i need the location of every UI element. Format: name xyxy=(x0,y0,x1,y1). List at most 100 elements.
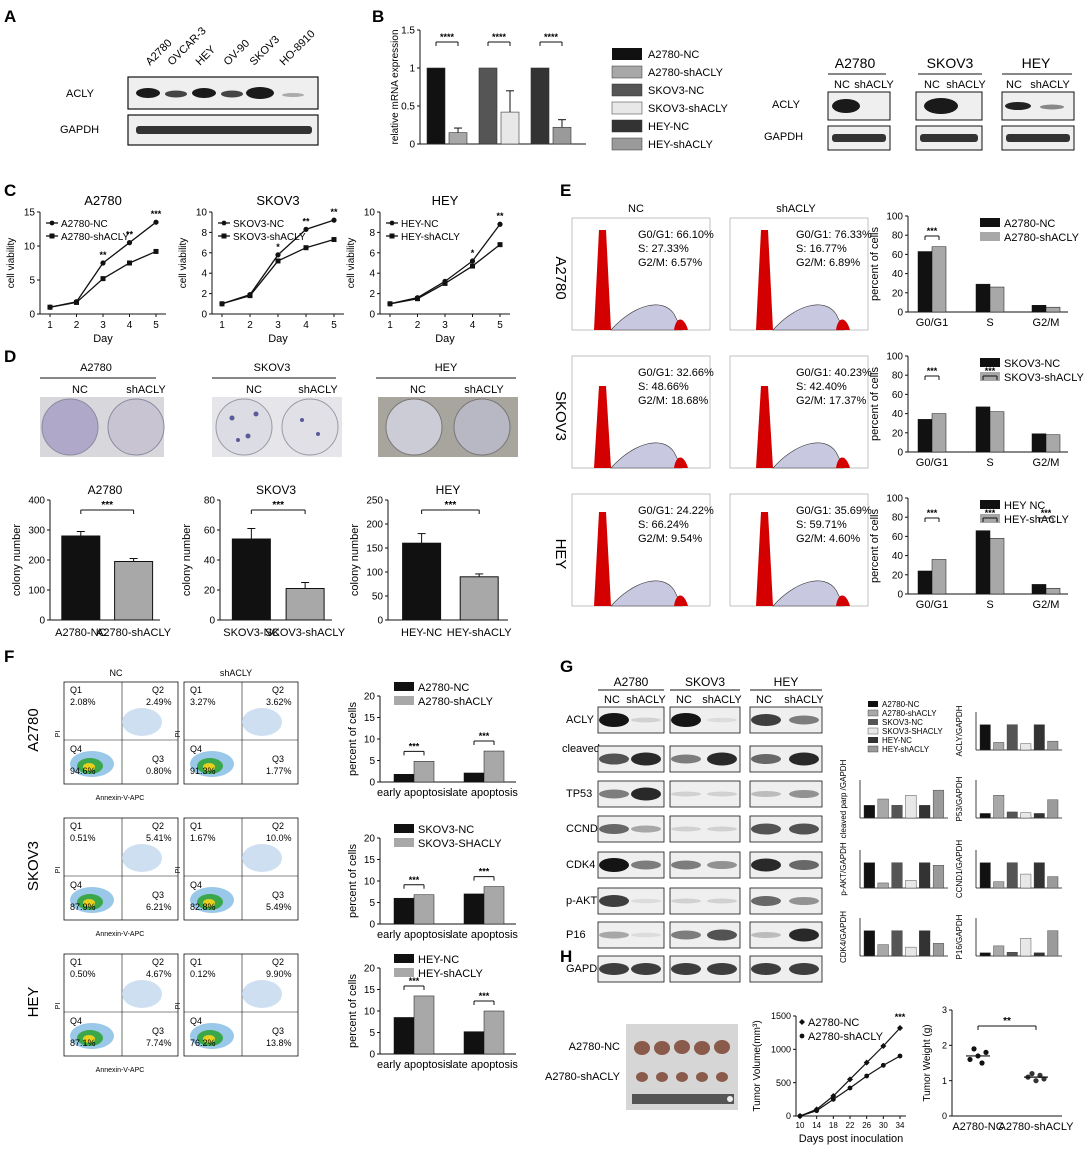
bar xyxy=(891,805,903,819)
bar xyxy=(1006,811,1018,819)
band xyxy=(789,928,819,942)
colony-plate xyxy=(385,398,443,456)
g2-peak xyxy=(674,595,688,606)
y-tick-label: 4 xyxy=(201,269,207,280)
y-tick-label: 0 xyxy=(942,1111,947,1121)
g1-peak xyxy=(756,512,773,606)
y-tick-label: 0 xyxy=(369,310,375,321)
data-point xyxy=(864,1073,870,1079)
y-axis-title: CDK4/GAPDH xyxy=(839,911,848,963)
bar xyxy=(979,862,991,889)
blot-label-acly: ACLY xyxy=(772,99,801,111)
quadrant-value: 3.27% xyxy=(190,697,216,707)
y-tick-label: 5 xyxy=(29,276,35,287)
quadrant-value: 87.1% xyxy=(70,1038,96,1048)
x-tick-label: 3 xyxy=(100,320,106,331)
bar xyxy=(917,251,933,313)
colony-plate xyxy=(41,398,99,456)
y-tick-label: 20 xyxy=(364,964,376,975)
flow-y-label: PI xyxy=(55,867,62,874)
legend-marker xyxy=(799,1033,805,1039)
panel-e-charts: 0 20 40 60 80 100 percent of cells G0/G1 S G2/M A2… xyxy=(869,212,1084,612)
lane-label: shACLY xyxy=(126,384,166,396)
x-tick-label: 22 xyxy=(846,1121,855,1130)
x-axis-title: Day xyxy=(435,333,455,345)
y-tick-label: 5 xyxy=(369,898,375,909)
bar xyxy=(989,286,1005,313)
y-tick-label: 10 xyxy=(364,877,376,888)
y-tick-label: 200 xyxy=(28,556,45,567)
bar xyxy=(993,795,1005,819)
y-tick-label: 6 xyxy=(201,248,207,259)
x-tick-label: early apoptosis xyxy=(377,1059,451,1071)
lane-label: NC xyxy=(410,384,426,396)
data-point xyxy=(1033,1078,1039,1084)
band xyxy=(789,823,819,835)
band xyxy=(751,896,781,906)
y-tick-label: 80 xyxy=(204,496,216,507)
band xyxy=(1040,104,1064,110)
x-tick-label: G0/G1 xyxy=(916,457,948,469)
colony-dot xyxy=(229,415,235,421)
flow-y-label: PI xyxy=(175,1003,182,1010)
data-point xyxy=(100,276,106,282)
data-point xyxy=(497,221,503,227)
phase-percentage: G0/G1: 35.69% xyxy=(796,505,872,517)
tumors xyxy=(634,1040,730,1082)
bar xyxy=(231,538,271,621)
band xyxy=(832,134,886,142)
colony-plate xyxy=(215,398,273,456)
cell-population-peak xyxy=(83,763,95,771)
data-point xyxy=(74,299,79,305)
quadrant-value: 82.8% xyxy=(190,902,216,912)
blot-group-title: SKOV3 xyxy=(685,675,725,689)
blot-label: ACLY xyxy=(566,714,595,726)
y-axis-title: colony number xyxy=(181,524,193,596)
x-tick-label: 10 xyxy=(796,1121,805,1130)
y-tick-label: 60 xyxy=(892,532,904,543)
legend-label: SKOV3-SHACLY xyxy=(418,838,502,850)
g1-peak xyxy=(756,230,773,330)
y-tick-label: 60 xyxy=(892,390,904,401)
x-tick-label: 4 xyxy=(303,320,309,331)
bar xyxy=(402,542,442,621)
y-tick-label: 1500 xyxy=(771,1011,791,1021)
group-title: A2780 xyxy=(80,362,112,374)
legend-swatch xyxy=(980,358,1000,367)
data-point xyxy=(1029,1071,1035,1077)
data-point xyxy=(897,1053,903,1059)
bar xyxy=(413,761,435,783)
legend-marker xyxy=(389,220,395,226)
legend-swatch xyxy=(611,65,643,79)
band xyxy=(751,714,781,726)
band xyxy=(282,93,304,97)
bar xyxy=(61,535,101,621)
lane-label: SKOV3 xyxy=(248,34,282,68)
x-tick-label: HEY-NC xyxy=(401,627,442,639)
lane-label: NC xyxy=(676,694,692,706)
band xyxy=(671,754,701,764)
g2-peak xyxy=(836,595,850,606)
bar xyxy=(1020,938,1032,957)
band xyxy=(1005,102,1031,110)
quadrant-value: 4.67% xyxy=(146,969,172,979)
column-label: shACLY xyxy=(776,203,816,215)
data-point xyxy=(219,301,225,307)
band xyxy=(707,963,737,975)
band xyxy=(599,824,629,834)
cell-population-peak xyxy=(203,763,215,771)
legend-label: A2780-NC xyxy=(418,682,469,694)
significance-label: *** xyxy=(479,991,490,1001)
y-tick-label: 1 xyxy=(409,64,415,75)
band xyxy=(631,932,661,938)
lane-label: NC xyxy=(1006,79,1022,91)
photo-row-label: A2780-shACLY xyxy=(545,1071,621,1083)
y-axis-title: ACLY/GAPDH xyxy=(955,705,964,756)
legend-label: A2780-NC xyxy=(882,700,920,709)
y-tick-label: 0 xyxy=(786,1111,791,1121)
y-tick-label: 40 xyxy=(892,409,904,420)
legend-swatch xyxy=(394,954,414,963)
y-tick-label: 60 xyxy=(892,250,904,261)
data-point xyxy=(863,1059,870,1066)
